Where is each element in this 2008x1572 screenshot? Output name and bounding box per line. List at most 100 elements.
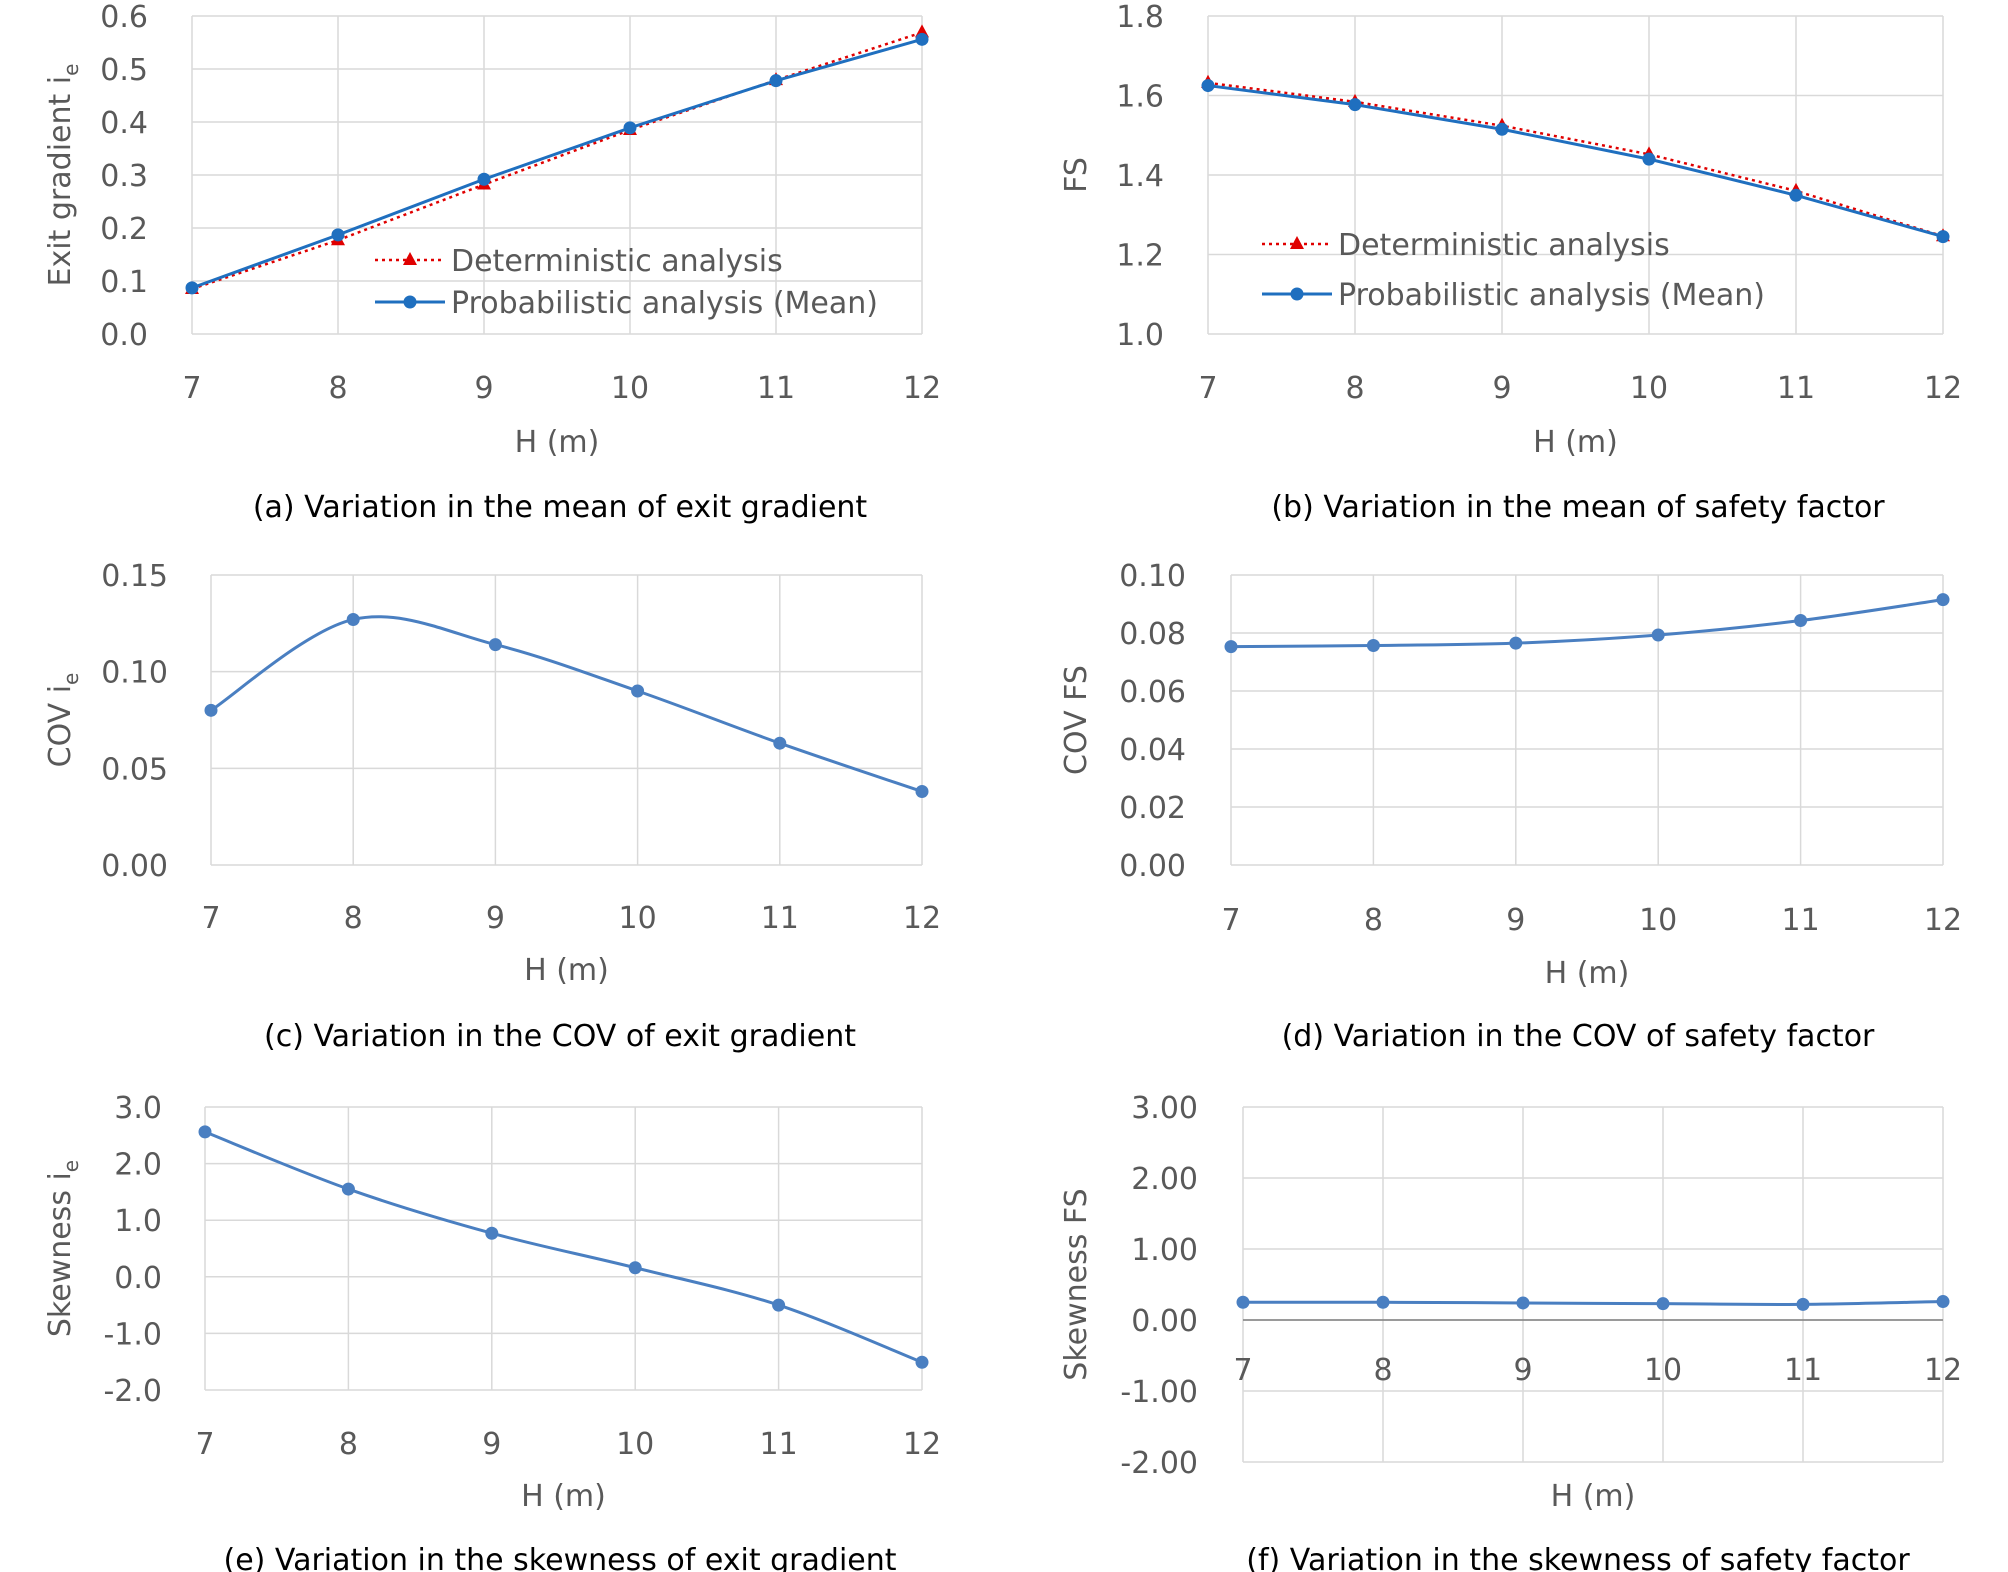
y-axis-title: Skewness ie (43, 1160, 83, 1337)
legend-label-1: Deterministic analysis (451, 244, 783, 279)
y-tick-label: 0.10 (101, 656, 168, 691)
y-tick-label: 1.0 (114, 1204, 162, 1239)
y-tick-label: 2.0 (114, 1148, 162, 1183)
x-tick-label: 10 (1644, 1353, 1682, 1388)
y-axis-title: Exit gradient ie (43, 64, 83, 287)
y-tick-label: 0.15 (101, 559, 168, 594)
x-tick-label: 11 (760, 1427, 798, 1462)
series-line-2 (1207, 84, 1944, 239)
x-tick-label: 8 (344, 901, 363, 936)
series-1-point (773, 736, 787, 750)
series-2-point (477, 172, 491, 186)
y-tick-label: 3.00 (1131, 1091, 1198, 1126)
series-1-point (488, 638, 502, 652)
y-axis-title: FS (1059, 157, 1094, 193)
series-1-point (915, 785, 929, 799)
y-tick-label: -1.0 (103, 1317, 162, 1352)
x-tick-label: 9 (1513, 1353, 1532, 1388)
y-axis-title: Skewness FS (1059, 1188, 1094, 1380)
y-tick-label: 0.00 (101, 849, 168, 884)
series-1-point (1366, 638, 1380, 652)
x-axis-title: H (m) (524, 953, 609, 988)
chart-a: 0.0 0.1 0.2 0.3 0.4 0.5 0.6 7 8 9 10 11 12 H (m) Exit … (43, 0, 941, 525)
y-tick-label: 3.0 (114, 1091, 162, 1126)
x-axis-title: H (m) (1545, 956, 1630, 991)
x-tick-label: 12 (1924, 1353, 1962, 1388)
y-axis-title-subscript: e (59, 673, 83, 685)
series-2-point (1936, 230, 1950, 244)
x-tick-label: 10 (619, 901, 657, 936)
legend-marker-2 (403, 295, 417, 309)
x-axis-title: H (m) (1533, 425, 1618, 460)
x-tick-label: 8 (1373, 1353, 1392, 1388)
series-line-1 (1230, 598, 1944, 649)
y-tick-label: 0.10 (1119, 559, 1186, 594)
y-tick-label: 0.3 (100, 159, 148, 194)
series-line-1 (204, 1130, 923, 1364)
y-tick-label: 1.4 (1116, 159, 1164, 194)
series-2-point (1642, 152, 1656, 166)
x-tick-label: 9 (486, 901, 505, 936)
x-tick-label: 8 (1364, 903, 1383, 938)
y-tick-label: 0.02 (1119, 791, 1186, 826)
y-axis-title: COV ie (43, 673, 83, 768)
y-tick-label: 0.0 (100, 318, 148, 353)
y-axis-title-text: Skewness i (43, 1172, 78, 1337)
series-1-point (204, 703, 218, 717)
x-tick-label: 9 (1492, 371, 1511, 406)
y-axis-title-text: COV FS (1059, 665, 1094, 775)
y-tick-label: 0.00 (1131, 1304, 1198, 1339)
y-tick-label: 0.08 (1119, 617, 1186, 652)
y-tick-label: 1.0 (1116, 318, 1164, 353)
y-tick-label: 0.5 (100, 53, 148, 88)
x-tick-label: 11 (1782, 903, 1820, 938)
x-tick-label: 10 (1639, 903, 1677, 938)
legend-label-2: Probabilistic analysis (Mean) (451, 286, 878, 321)
y-tick-label: 0.06 (1119, 675, 1186, 710)
series-1-point (628, 1261, 642, 1275)
y-axis-title-subscript: e (59, 64, 83, 76)
y-tick-label: 0.05 (101, 752, 168, 787)
chart-caption: (a) Variation in the mean of exit gradie… (253, 490, 868, 525)
y-axis-title: COV FS (1059, 665, 1094, 775)
series-1-point (1656, 1297, 1670, 1311)
series-1-point (1796, 1297, 1810, 1311)
x-tick-label: 12 (1924, 371, 1962, 406)
series-1-point (341, 1182, 355, 1196)
y-tick-label: 0.4 (100, 106, 148, 141)
series-1-point (772, 1298, 786, 1312)
series-line-1 (1242, 1300, 1944, 1306)
series-1-point (1794, 614, 1808, 628)
y-tick-label: 0.00 (1119, 849, 1186, 884)
x-tick-label: 12 (903, 901, 941, 936)
y-axis-title-subscript: e (59, 1160, 83, 1172)
y-axis-title-text: FS (1059, 157, 1094, 193)
y-tick-label: 2.00 (1131, 1162, 1198, 1197)
x-tick-label: 7 (1221, 903, 1240, 938)
x-tick-label: 10 (611, 371, 649, 406)
y-tick-label: 1.00 (1131, 1233, 1198, 1268)
x-tick-label: 10 (616, 1427, 654, 1462)
chart-caption: (c) Variation in the COV of exit gradien… (264, 1019, 856, 1054)
series-1-point (1224, 640, 1238, 654)
series-1-point (1376, 1295, 1390, 1309)
chart-caption: (d) Variation in the COV of safety facto… (1282, 1019, 1875, 1054)
y-tick-label: 1.6 (1116, 80, 1164, 115)
legend-marker-1 (403, 252, 417, 265)
x-tick-label: 12 (1924, 903, 1962, 938)
chart-caption: (f) Variation in the skewness of safety … (1246, 1543, 1910, 1572)
y-tick-label: 1.2 (1116, 239, 1164, 274)
series-line-2 (191, 37, 923, 290)
x-tick-label: 11 (1777, 371, 1815, 406)
series-1-point (485, 1226, 499, 1240)
chart-f: -2.00 -1.00 0.00 1.00 2.00 3.00 7 8 9 10 11 12 H (m)… (1059, 1091, 1962, 1572)
series-1-point (1236, 1295, 1250, 1309)
x-tick-label: 12 (903, 371, 941, 406)
series-2-point (185, 281, 199, 295)
x-tick-label: 7 (182, 371, 201, 406)
y-tick-label: 0.04 (1119, 733, 1186, 768)
series-1-point (915, 1355, 929, 1369)
series-1-point (631, 684, 645, 698)
y-tick-label: -1.00 (1120, 1375, 1198, 1410)
